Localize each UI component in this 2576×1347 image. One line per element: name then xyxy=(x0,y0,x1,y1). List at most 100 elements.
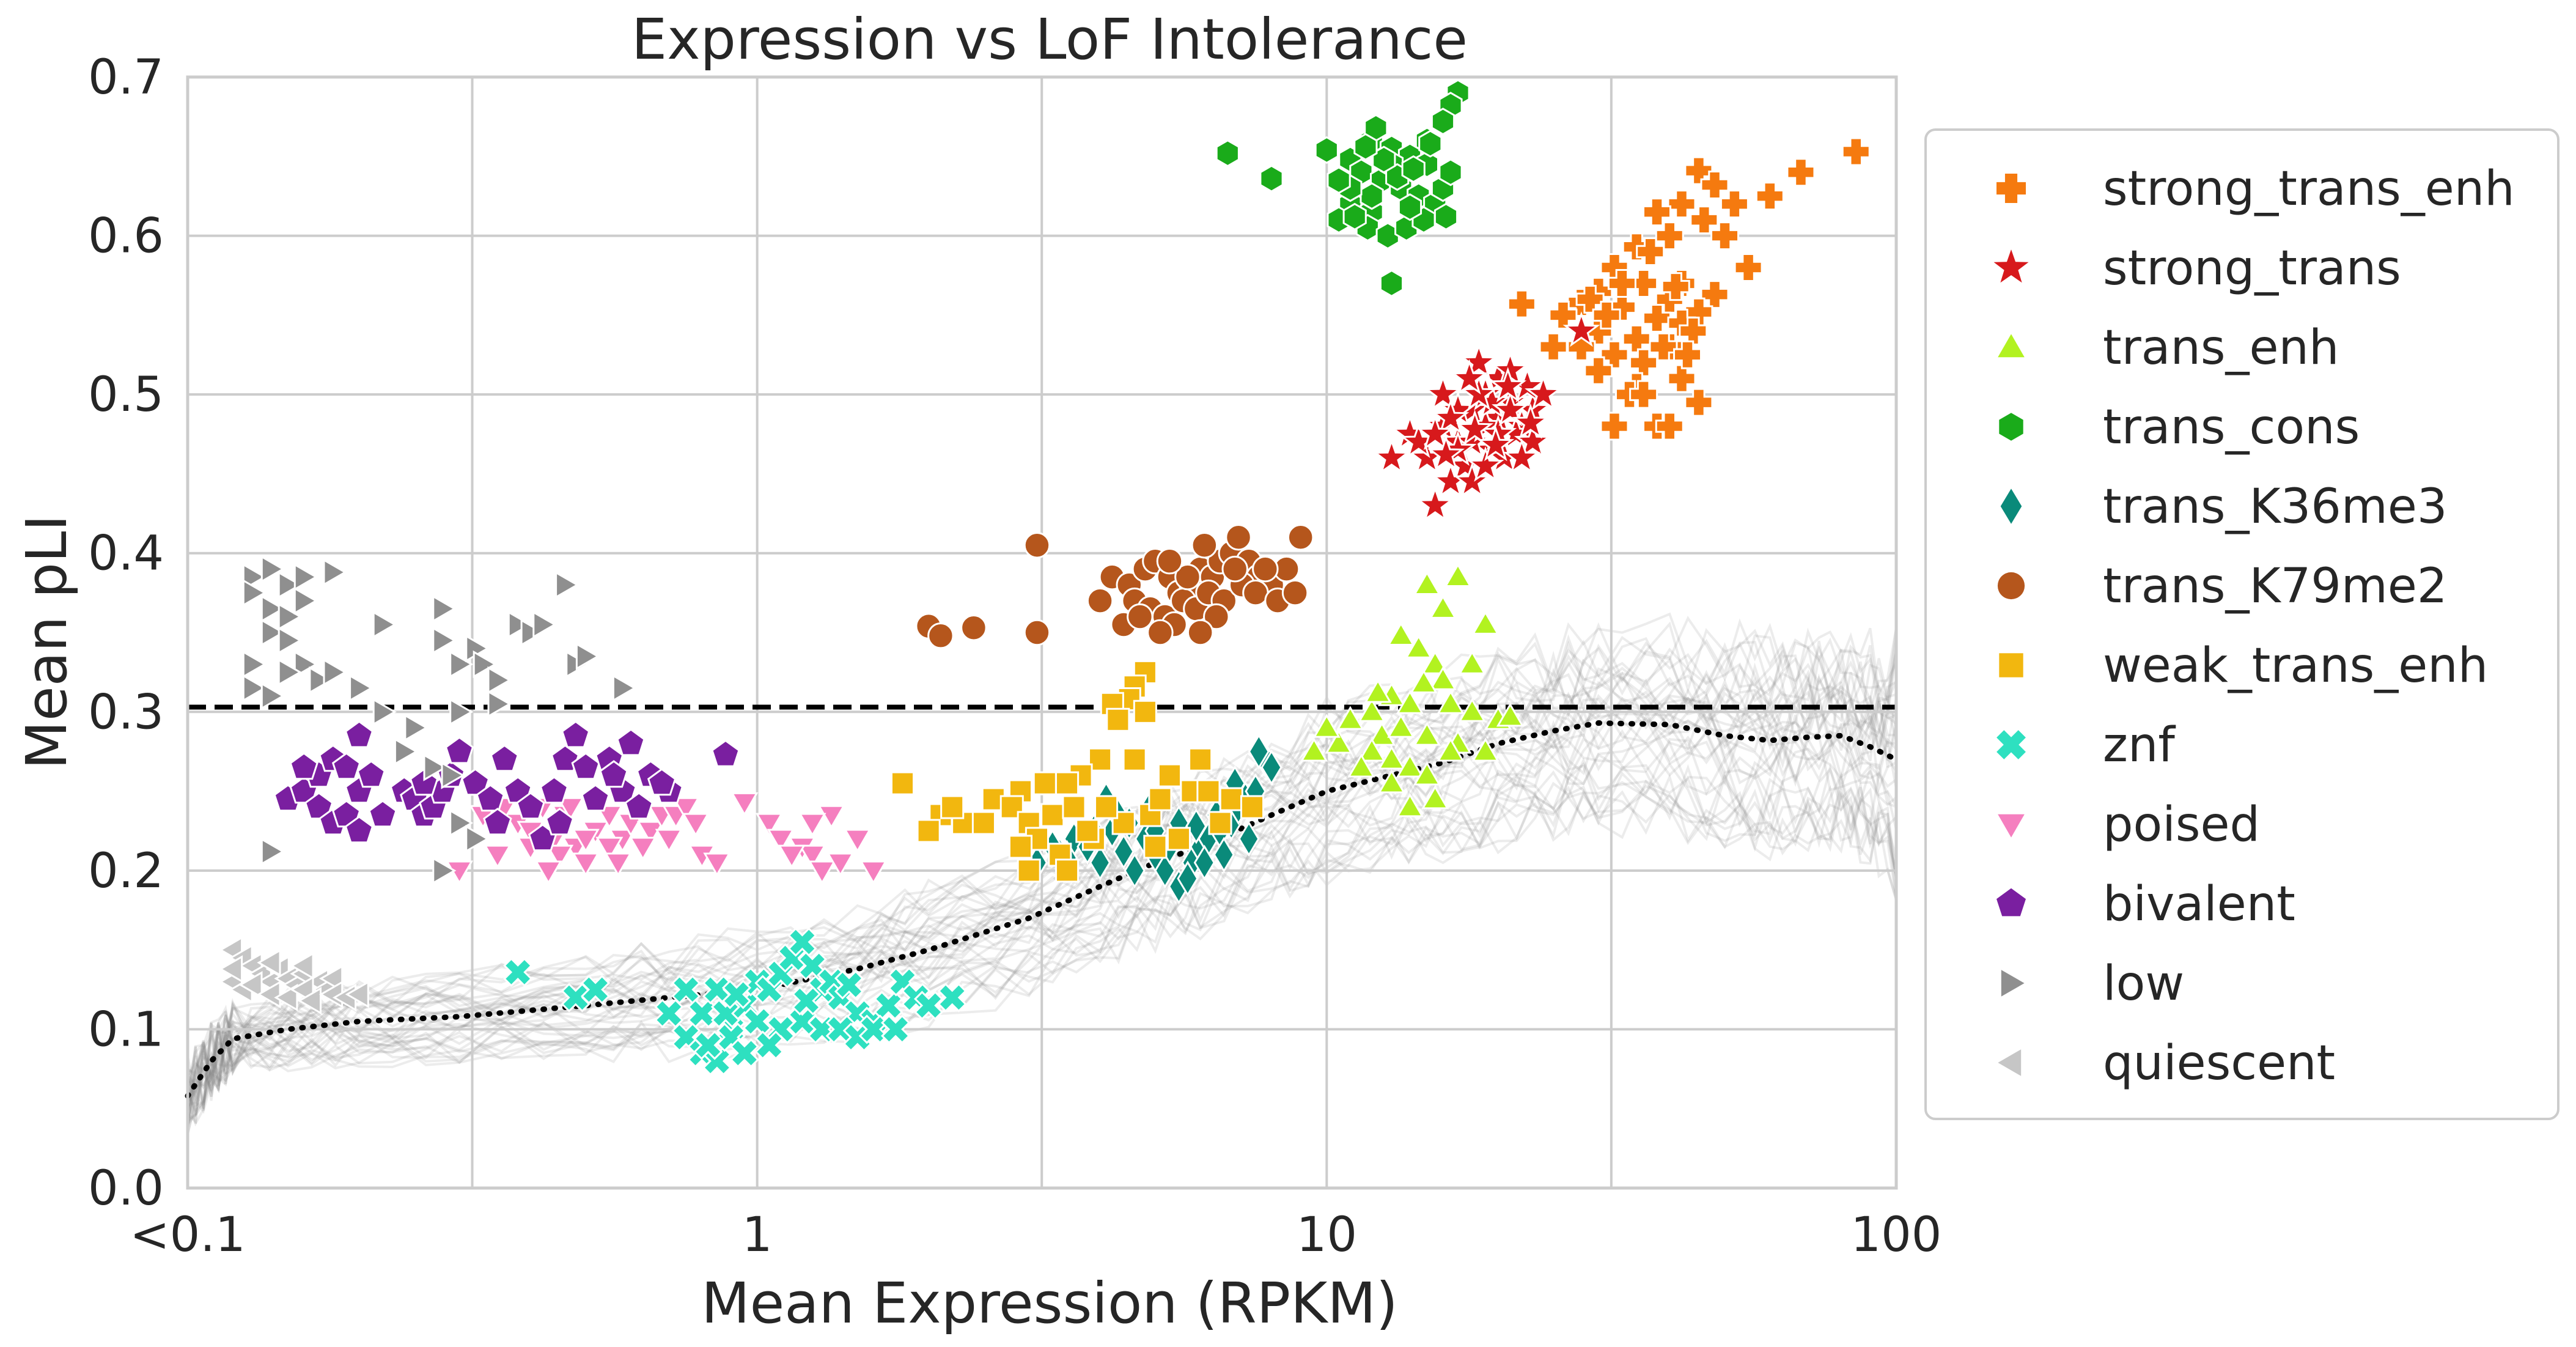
data-point xyxy=(1055,771,1080,795)
data-point xyxy=(219,955,243,983)
data-point xyxy=(693,1030,723,1060)
data-point xyxy=(1377,769,1406,794)
data-point xyxy=(1017,858,1041,883)
legend-marker xyxy=(2001,970,2025,997)
data-point xyxy=(1418,130,1443,158)
data-point xyxy=(1387,714,1415,738)
data-point xyxy=(927,622,954,649)
data-point xyxy=(890,771,915,795)
data-point xyxy=(1503,438,1540,474)
legend-label: znf xyxy=(2103,718,2176,773)
series-trans-enh xyxy=(1300,563,1525,817)
data-point xyxy=(1643,304,1671,333)
series-quiescent xyxy=(219,936,369,1015)
legend-marker xyxy=(1997,572,2025,600)
legend-item: trans_cons xyxy=(1999,400,2360,455)
data-point xyxy=(1636,237,1665,267)
data-point xyxy=(546,844,574,869)
data-point xyxy=(1673,340,1702,369)
data-point xyxy=(278,571,302,599)
y-tick-label: 0.0 xyxy=(88,1161,164,1216)
data-point xyxy=(1248,733,1270,770)
data-point xyxy=(817,805,845,829)
data-point xyxy=(1720,190,1749,219)
data-point xyxy=(1360,182,1384,210)
data-point xyxy=(1143,835,1168,859)
data-point xyxy=(449,650,474,678)
data-point xyxy=(278,626,302,655)
background-line xyxy=(186,764,1897,1123)
data-point xyxy=(1405,634,1433,659)
series-trans-cons xyxy=(1215,79,1470,298)
legend-item: znf xyxy=(1996,718,2176,773)
data-point xyxy=(1421,650,1449,674)
data-point xyxy=(465,825,490,853)
data-point xyxy=(1512,403,1550,439)
legend-marker xyxy=(1998,814,2025,838)
data-point xyxy=(767,828,795,853)
data-point xyxy=(1040,803,1065,827)
data-point xyxy=(1413,761,1441,786)
data-point xyxy=(238,971,263,999)
data-point xyxy=(742,1006,772,1036)
data-point xyxy=(1655,411,1684,441)
legend-item: low xyxy=(2001,956,2184,1011)
legend-label: poised xyxy=(2103,797,2260,852)
data-point xyxy=(581,784,610,812)
y-tick-label: 0.2 xyxy=(88,844,164,899)
data-point xyxy=(599,760,628,788)
data-point xyxy=(1240,795,1265,819)
background-line xyxy=(186,771,1897,1105)
data-point xyxy=(1177,860,1199,897)
legend-item: trans_enh xyxy=(1998,320,2339,375)
data-point xyxy=(778,844,806,869)
data-point xyxy=(1432,399,1470,434)
data-point xyxy=(432,595,457,623)
legend-marker xyxy=(1996,888,2026,917)
data-point xyxy=(1396,690,1424,714)
data-point xyxy=(1342,202,1367,231)
legend-label: weak_trans_enh xyxy=(2103,638,2488,693)
series-bivalent xyxy=(273,720,740,852)
background-line xyxy=(186,728,1897,1101)
y-tick-label: 0.5 xyxy=(88,367,164,423)
legend-marker xyxy=(1996,730,2026,759)
data-point xyxy=(278,602,302,631)
background-line xyxy=(186,640,1897,1110)
data-point xyxy=(473,650,497,678)
data-point xyxy=(441,761,465,789)
data-point xyxy=(1437,737,1465,762)
legend: strong_trans_enh strong_trans trans_enhtra… xyxy=(1924,128,2559,1120)
data-point xyxy=(1396,793,1424,817)
data-point xyxy=(1281,579,1309,607)
data-point xyxy=(1193,844,1215,881)
data-point xyxy=(490,744,520,772)
data-point xyxy=(1410,669,1438,693)
data-point xyxy=(1238,821,1260,857)
y-tick-label: 0.1 xyxy=(88,1002,164,1057)
data-point xyxy=(349,674,374,703)
data-point xyxy=(1734,253,1763,282)
data-point xyxy=(1208,811,1232,835)
y-axis-title: Mean pLI xyxy=(14,515,79,770)
data-point xyxy=(1032,771,1057,795)
plot-frame xyxy=(186,75,1898,1190)
data-point xyxy=(844,828,872,853)
data-point xyxy=(1106,707,1130,732)
data-point xyxy=(647,768,677,796)
data-point xyxy=(1185,808,1207,844)
data-point xyxy=(1148,787,1172,811)
data-point xyxy=(1661,272,1690,301)
data-point xyxy=(1471,610,1500,635)
data-point xyxy=(257,948,281,976)
data-point xyxy=(1424,375,1462,411)
data-point xyxy=(260,618,285,647)
data-point xyxy=(1429,666,1457,690)
data-point xyxy=(881,1014,911,1044)
legend-marker xyxy=(1998,334,2025,358)
data-point xyxy=(1174,563,1201,591)
legend-item: strong_trans_enh xyxy=(1996,161,2515,216)
data-point xyxy=(1451,359,1489,395)
data-point xyxy=(555,571,580,599)
background-line xyxy=(186,621,1897,1109)
